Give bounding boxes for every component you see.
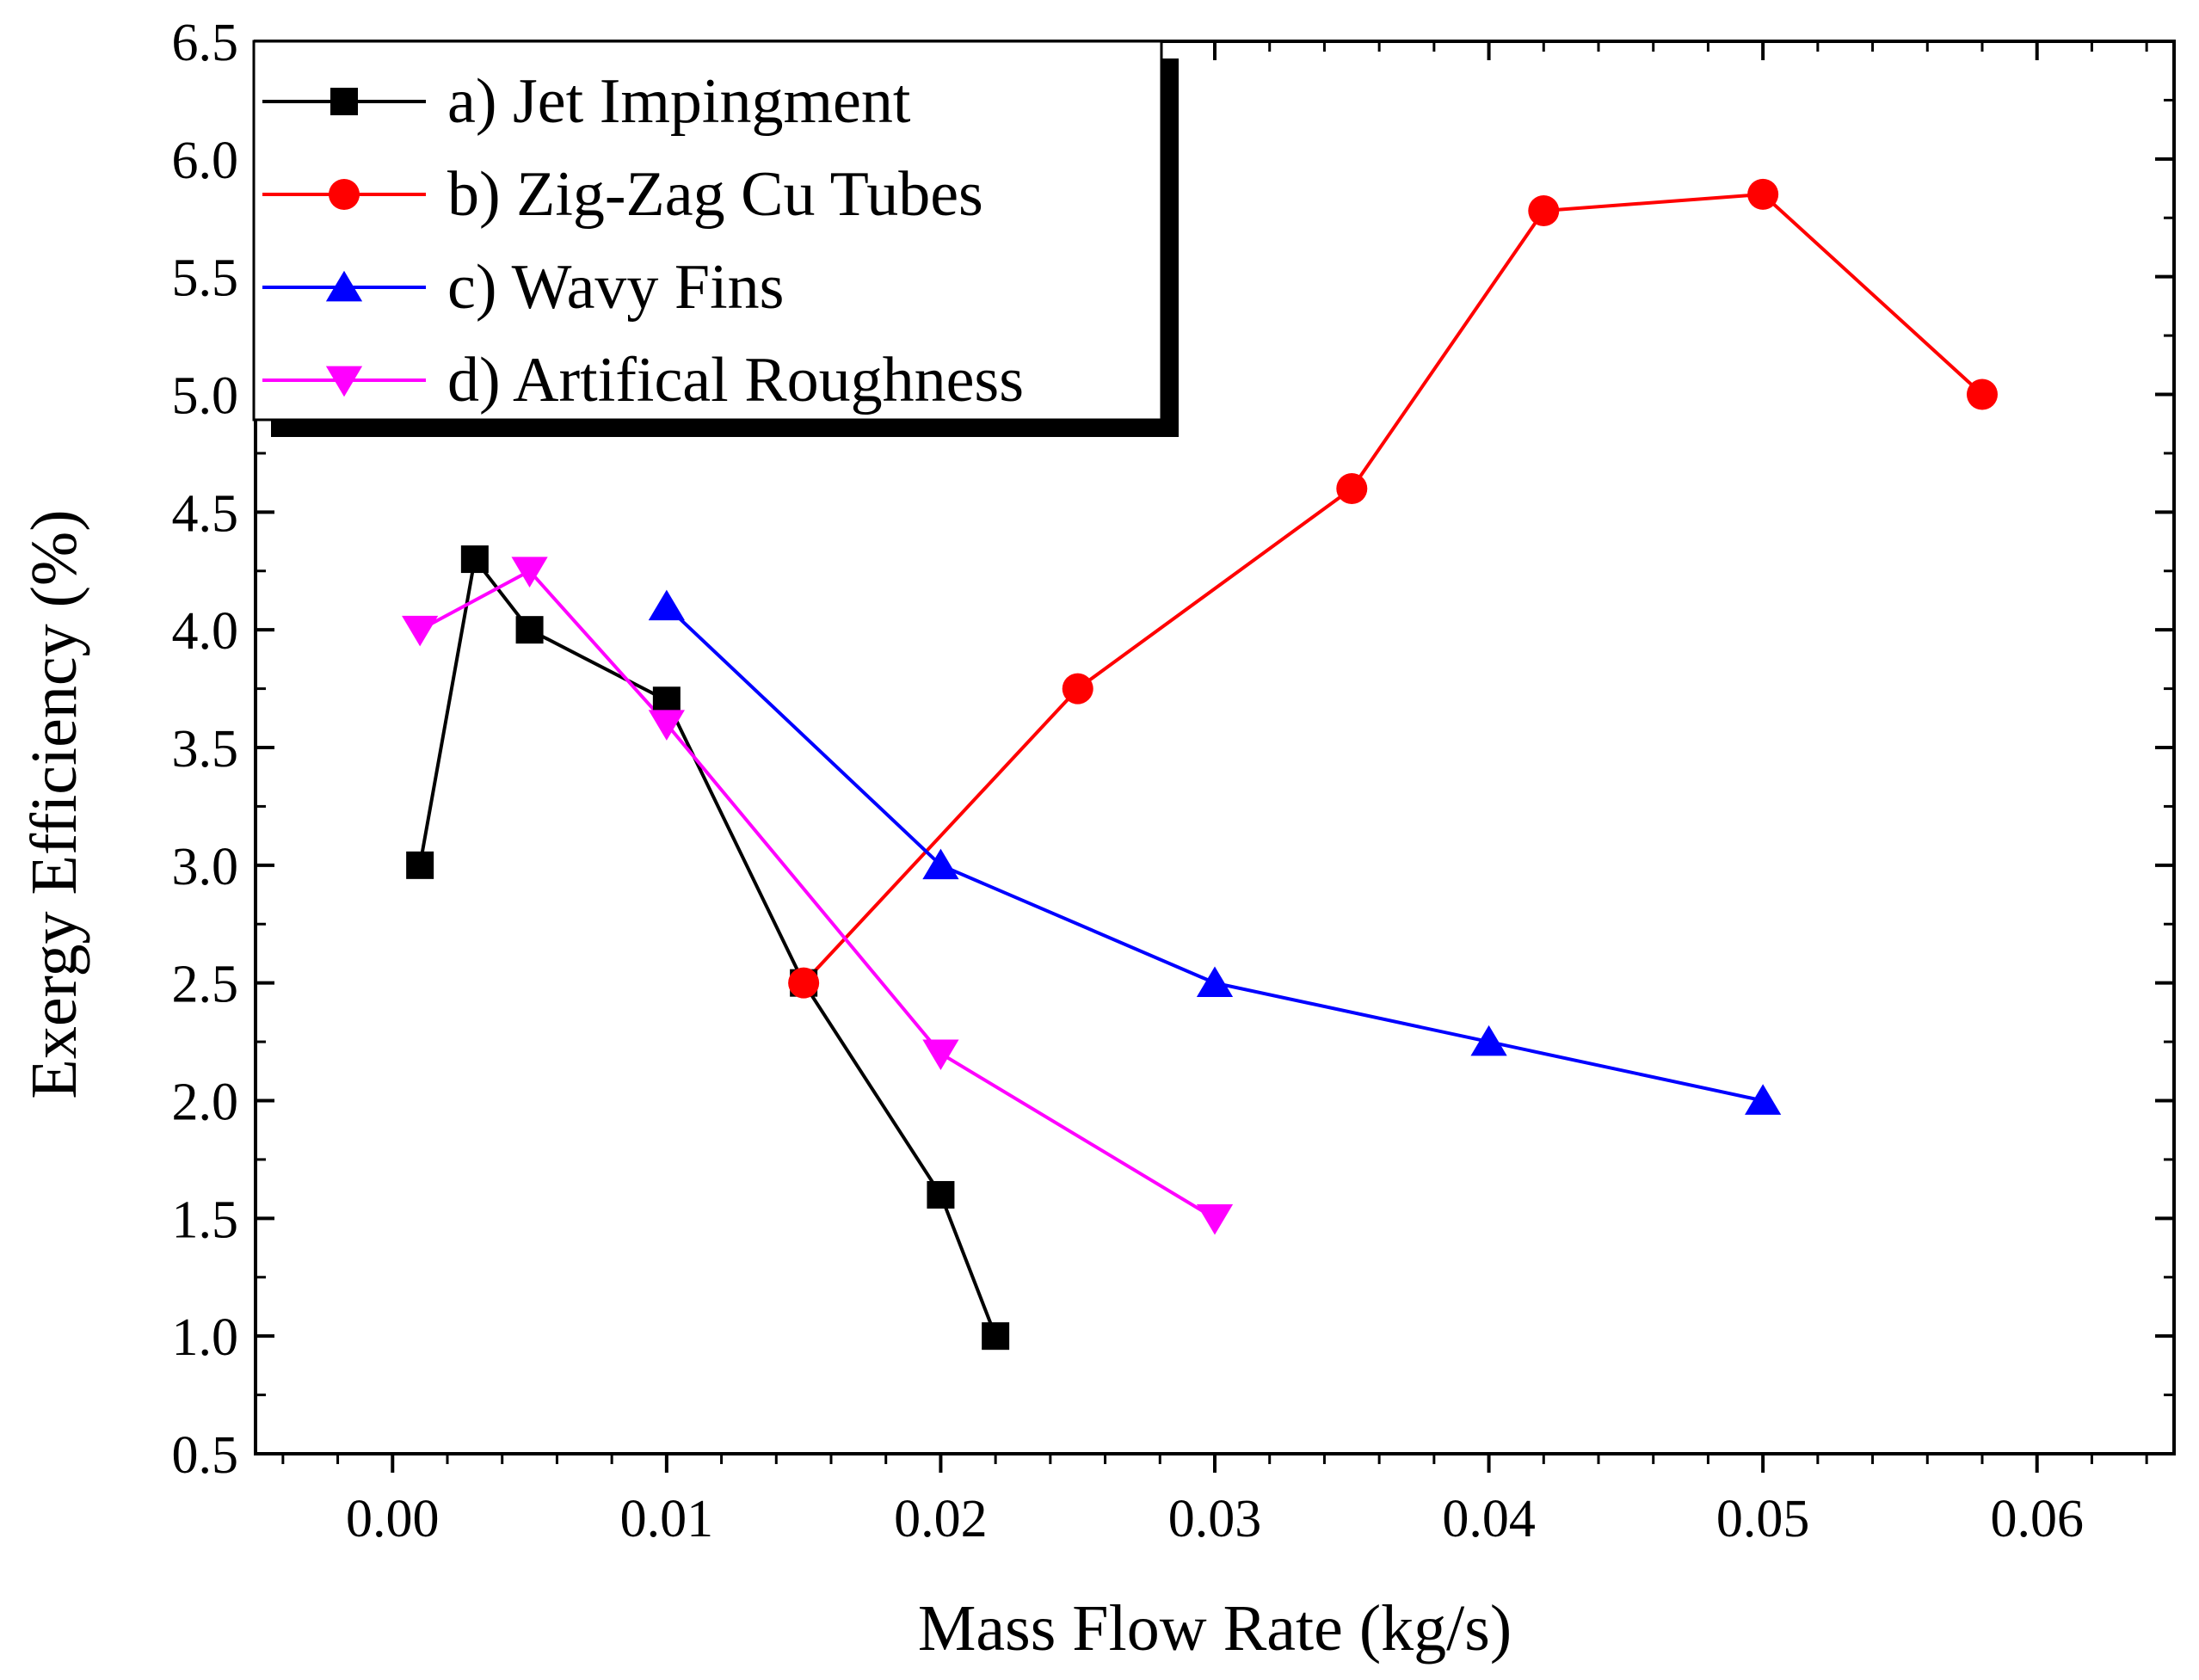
- legend-marker-4: [325, 366, 363, 397]
- x-axis-title: Mass Flow Rate (kg/s): [918, 1592, 1512, 1665]
- y-tick-label: 5.0: [172, 367, 239, 426]
- data-point-series-2: [1747, 178, 1779, 210]
- x-tick-label: 0.06: [1990, 1490, 2084, 1548]
- legend-marker-3: [325, 270, 363, 302]
- legend: a) Jet Impingment b) Zig-Zag Cu Tubes c) W…: [252, 40, 1179, 437]
- y-tick-label: 1.0: [172, 1308, 239, 1367]
- data-point-series-4: [402, 615, 439, 647]
- data-point-series-2: [1967, 378, 1998, 410]
- data-point-series-2: [1062, 673, 1093, 705]
- y-tick-label: 4.0: [172, 602, 239, 661]
- data-point-series-1: [460, 545, 489, 574]
- data-point-series-2: [1528, 195, 1560, 227]
- y-tick-label: 2.5: [172, 956, 239, 1014]
- x-tick-label: 0.04: [1442, 1490, 1536, 1548]
- x-tick-label: 0.00: [346, 1490, 440, 1548]
- series-line-1: [418, 555, 998, 1337]
- data-point-series-3: [1196, 966, 1234, 997]
- legend-marker-1: [330, 88, 358, 115]
- data-point-series-3: [1745, 1084, 1782, 1115]
- legend-label-1: a) Jet Impingment: [447, 66, 911, 137]
- y-tick-label: 2.0: [172, 1074, 239, 1132]
- x-tick-label: 0.05: [1716, 1490, 1810, 1548]
- legend-box: [252, 40, 1163, 422]
- y-tick-label: 5.5: [172, 249, 239, 308]
- series-markers-layer: [402, 178, 1998, 1351]
- data-point-series-1: [515, 616, 544, 644]
- y-tick-label: 3.0: [172, 838, 239, 896]
- data-point-series-4: [1196, 1204, 1234, 1235]
- legend-label-4: d) Artifical Roughness: [447, 345, 1024, 415]
- legend-marker-2: [329, 179, 360, 210]
- data-point-series-1: [652, 686, 681, 715]
- data-point-series-1: [982, 1322, 1010, 1351]
- data-point-series-1: [927, 1180, 955, 1209]
- data-point-series-2: [1336, 472, 1368, 504]
- legend-label-3: c) Wavy Fins: [447, 252, 784, 323]
- y-tick-label: 6.0: [172, 132, 239, 190]
- y-tick-label: 0.5: [172, 1426, 239, 1485]
- y-tick-label: 6.5: [172, 14, 239, 72]
- x-tick-label: 0.02: [894, 1490, 988, 1548]
- data-point-series-3: [648, 589, 685, 621]
- y-tick-label: 3.5: [172, 720, 239, 778]
- data-point-series-4: [511, 557, 548, 588]
- data-point-series-4: [648, 710, 685, 741]
- x-tick-label: 0.01: [620, 1490, 714, 1548]
- ticks-layer: 0.5 1.0 1.5 2.0 2.5 3.0 3.5 4.0 4.5 5.0 5.5 6.0 6.5 0…: [172, 14, 2174, 1548]
- y-tick-label: 1.5: [172, 1191, 239, 1249]
- x-tick-label: 0.03: [1168, 1490, 1262, 1548]
- legend-label-2: b) Zig-Zag Cu Tubes: [447, 159, 983, 230]
- series-line-2: [802, 192, 1984, 985]
- data-point-series-1: [406, 851, 434, 879]
- data-point-series-4: [922, 1039, 959, 1070]
- data-point-series-2: [788, 967, 820, 999]
- series-line-4: [419, 569, 1217, 1221]
- y-axis-title: Exergy Efficiency (%): [18, 509, 90, 1098]
- data-point-series-3: [1470, 1025, 1507, 1056]
- data-point-series-3: [922, 848, 959, 880]
- y-tick-label: 4.5: [172, 484, 239, 543]
